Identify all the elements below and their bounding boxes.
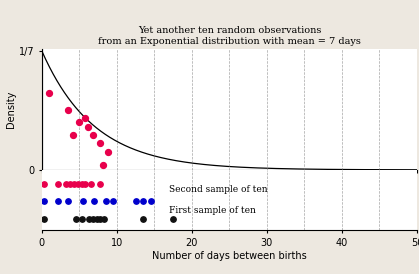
Point [46,91,53,96]
Point [170,216,176,221]
Point [76,119,83,124]
Point [140,199,147,204]
Point [110,199,116,204]
Point [65,199,72,204]
Point [93,216,100,221]
Point [78,182,85,186]
Point [102,199,109,204]
Point [71,182,78,186]
Point [147,199,154,204]
Point [55,199,62,204]
Point [132,199,139,204]
Point [70,133,77,137]
Point [55,182,62,186]
Point [90,133,96,137]
Point [140,216,147,221]
Point [97,141,104,145]
Point [67,182,74,186]
Point [85,124,92,129]
Point [62,182,69,186]
Point [41,216,47,221]
Point [80,199,86,204]
Point [41,199,47,204]
Point [87,182,94,186]
Text: Second sample of ten: Second sample of ten [169,185,268,195]
Point [97,182,104,186]
Y-axis label: Density: Density [6,91,16,128]
Point [78,216,85,221]
Point [86,216,93,221]
Point [65,108,72,112]
Point [82,182,89,186]
Point [41,182,47,186]
Title: Yet another ten random observations
from an Exponential distribution with mean =: Yet another ten random observations from… [98,26,361,46]
Point [72,216,79,221]
Point [105,149,111,154]
Point [82,116,89,121]
Text: First sample of ten: First sample of ten [169,206,256,215]
Point [100,163,107,167]
Point [101,216,108,221]
Point [90,216,96,221]
Point [75,182,81,186]
Point [91,199,98,204]
Point [97,216,104,221]
X-axis label: Number of days between births: Number of days between births [152,251,307,261]
